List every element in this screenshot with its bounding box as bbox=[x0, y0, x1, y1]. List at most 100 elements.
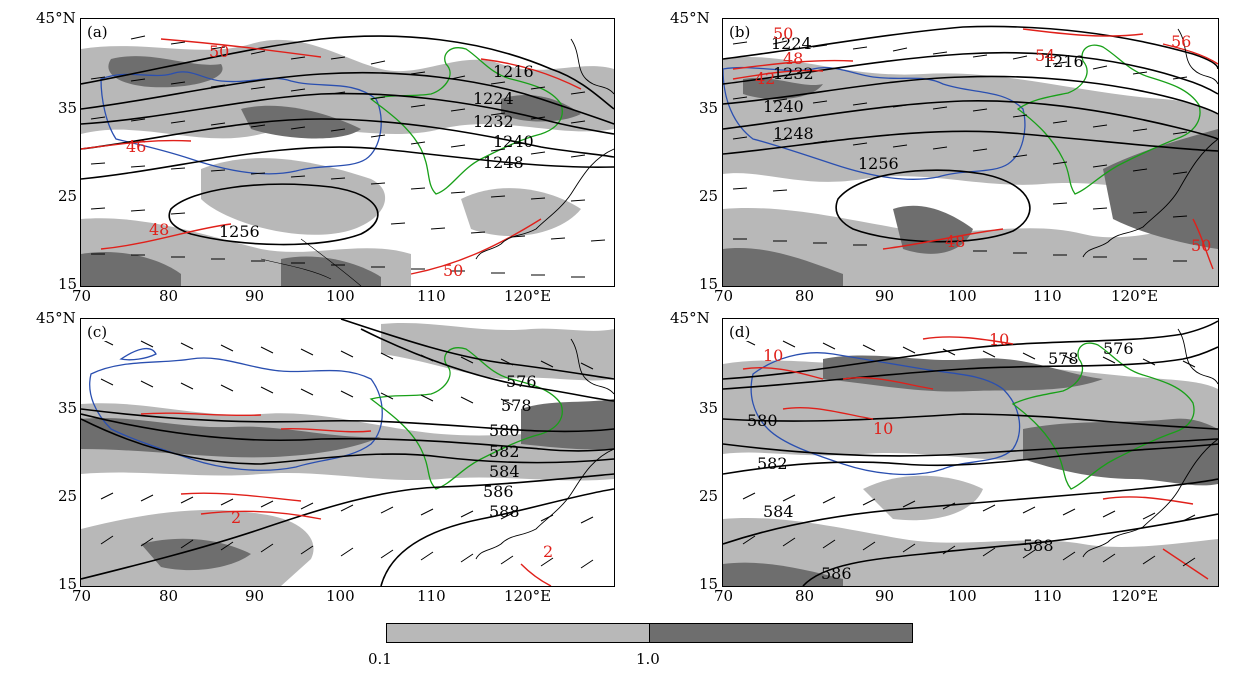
borders bbox=[260, 238, 362, 286]
contour-label: 48 bbox=[783, 49, 803, 68]
contour-label: 42 bbox=[755, 69, 775, 88]
contour-label: 1240 bbox=[493, 132, 534, 151]
y-tick-label: 45°N bbox=[36, 309, 76, 327]
contour-label: 588 bbox=[1023, 536, 1054, 555]
contour-label: 1216 bbox=[493, 62, 534, 81]
y-tick-label: 35 bbox=[699, 99, 719, 117]
contour-label: 10 bbox=[873, 419, 893, 438]
blue-boundary bbox=[723, 66, 1026, 180]
x-tick-label: 70 bbox=[714, 287, 734, 305]
panel-label: (a) bbox=[85, 23, 110, 41]
blue-boundary bbox=[100, 71, 382, 175]
y-tick-label: 45°N bbox=[670, 309, 710, 327]
coastline bbox=[1082, 28, 1218, 258]
x-tick-label: 120°E bbox=[504, 287, 552, 305]
map-a: 1216 1224 1232 1240 1248 1256 50 46 48 5… bbox=[81, 35, 614, 286]
green-boundary bbox=[369, 47, 563, 195]
contour-label: 1256 bbox=[219, 222, 260, 241]
green-boundary bbox=[1011, 342, 1195, 490]
x-tick-label: 110 bbox=[1033, 587, 1062, 605]
x-tick-label: 70 bbox=[72, 587, 92, 605]
contour-label: 588 bbox=[489, 502, 520, 521]
contour-label: 586 bbox=[483, 482, 514, 501]
contour-label: 582 bbox=[489, 442, 520, 461]
contour-label-layer: 576 578 580 582 584 586 588 2 2 bbox=[231, 372, 553, 561]
x-tick-label: 100 bbox=[326, 587, 355, 605]
y-tick-label: 25 bbox=[58, 487, 78, 505]
x-tick-label: 110 bbox=[1033, 287, 1062, 305]
panel-c: 576 578 580 582 584 586 588 2 2 (c) bbox=[80, 318, 615, 587]
contour-label: 48 bbox=[945, 232, 965, 251]
x-tick-label: 100 bbox=[326, 287, 355, 305]
y-tick-label: 35 bbox=[699, 399, 719, 417]
contour-label: 1224 bbox=[771, 34, 812, 53]
y-tick-label: 15 bbox=[699, 575, 719, 593]
y-tick-label: 25 bbox=[699, 187, 719, 205]
contour-label: 46 bbox=[126, 137, 146, 156]
x-tick-label: 110 bbox=[417, 587, 446, 605]
shading-dark bbox=[723, 355, 1218, 586]
contour-label: 586 bbox=[821, 564, 852, 583]
contour-label: 1256 bbox=[858, 154, 899, 173]
contour-label: 580 bbox=[747, 411, 778, 430]
x-tick-label: 80 bbox=[159, 287, 179, 305]
colorbar-light bbox=[386, 623, 650, 643]
isotach-contours bbox=[81, 38, 582, 275]
contour-label: 580 bbox=[489, 421, 520, 440]
geopotential-contours bbox=[81, 35, 614, 246]
contour-label: 50 bbox=[773, 24, 793, 43]
contour-label: 2 bbox=[543, 542, 553, 561]
x-tick-label: 80 bbox=[159, 587, 179, 605]
y-tick-label: 15 bbox=[58, 275, 78, 293]
colorbar-dark bbox=[649, 623, 913, 643]
contour-label: 50 bbox=[1191, 236, 1211, 255]
wind-barbs bbox=[742, 338, 1196, 567]
wind-barbs bbox=[90, 35, 606, 278]
x-tick-label: 100 bbox=[948, 287, 977, 305]
coastline bbox=[475, 38, 614, 260]
contour-label: 10 bbox=[763, 346, 783, 365]
contour-label: 10 bbox=[989, 330, 1009, 349]
coastline bbox=[475, 338, 614, 560]
coastline bbox=[1082, 328, 1218, 558]
contour-label: 2 bbox=[231, 508, 241, 527]
contour-label-layer: 1216 1224 1232 1240 1248 1256 50 46 48 5… bbox=[126, 42, 534, 280]
contour-label: 1224 bbox=[473, 89, 514, 108]
contour-label: 582 bbox=[757, 454, 788, 473]
contour-label: 1240 bbox=[763, 97, 804, 116]
contour-label: 576 bbox=[506, 372, 537, 391]
x-tick-label: 70 bbox=[72, 287, 92, 305]
panel-label: (d) bbox=[727, 323, 753, 341]
contour-label: 1216 bbox=[1043, 52, 1084, 71]
contour-label: 1232 bbox=[473, 112, 514, 131]
contour-label-layer: 1224 1232 1216 1240 1248 1256 50 42 48 5… bbox=[755, 24, 1211, 255]
colorbar-tick: 0.1 bbox=[368, 650, 392, 668]
contour-label: 1248 bbox=[483, 153, 524, 172]
x-tick-label: 90 bbox=[245, 287, 265, 305]
x-tick-label: 90 bbox=[245, 587, 265, 605]
contour-label: 50 bbox=[443, 261, 463, 280]
y-tick-label: 25 bbox=[699, 487, 719, 505]
y-tick-label: 25 bbox=[58, 187, 78, 205]
isotach-contours bbox=[140, 412, 552, 586]
isotach-contours bbox=[732, 28, 1218, 270]
contour-label: 584 bbox=[489, 462, 520, 481]
contour-label-layer: 578 576 580 582 584 588 586 10 10 10 bbox=[747, 330, 1134, 583]
x-tick-label: 100 bbox=[948, 587, 977, 605]
map-d: 578 576 580 582 584 588 586 10 10 10 bbox=[723, 320, 1218, 586]
y-tick-label: 45°N bbox=[670, 9, 710, 27]
x-tick-label: 90 bbox=[875, 587, 895, 605]
x-tick-label: 70 bbox=[714, 587, 734, 605]
x-tick-label: 120°E bbox=[1111, 587, 1159, 605]
contour-label: 1248 bbox=[773, 124, 814, 143]
geopotential-contours bbox=[81, 319, 614, 586]
panel-b: 1224 1232 1216 1240 1248 1256 50 42 48 5… bbox=[722, 18, 1219, 287]
y-tick-label: 35 bbox=[58, 399, 78, 417]
y-tick-label: 35 bbox=[58, 99, 78, 117]
contour-label: 48 bbox=[149, 220, 169, 239]
panel-label: (c) bbox=[85, 323, 110, 341]
contour-label: 578 bbox=[1048, 349, 1079, 368]
y-tick-label: 15 bbox=[699, 275, 719, 293]
wind-barbs bbox=[732, 40, 1188, 262]
contour-label: 1232 bbox=[773, 64, 814, 83]
